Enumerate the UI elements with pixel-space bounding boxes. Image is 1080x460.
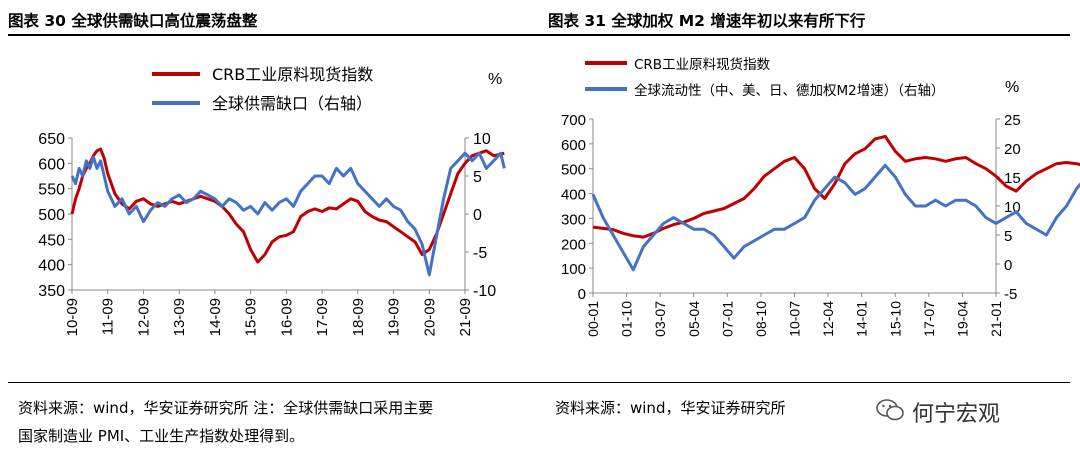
left-tick-label: 600 [561, 137, 586, 154]
x-tick-label: 21-09 [457, 298, 474, 336]
right-tick-label: -5 [1004, 286, 1017, 303]
red-series-line-0 [70, 147, 505, 264]
x-tick-label: 16-09 [278, 298, 295, 336]
left-tick-label: 400 [561, 187, 586, 204]
right-tick-label: 5 [1004, 228, 1012, 245]
x-tick-label: 14-01 [854, 301, 870, 337]
blue-series-line-0 [70, 151, 506, 277]
x-tick-label: 12-09 [135, 298, 152, 336]
x-tick-label: 08-10 [753, 301, 769, 337]
left-tick-label: 500 [38, 207, 65, 224]
legend-label: CRB工业原料现货指数 [634, 56, 771, 73]
right-tick-label: 5 [473, 169, 482, 186]
right-tick-label: -10 [473, 283, 496, 300]
x-tick-label: 21-01 [988, 301, 1004, 337]
left-tick-label: 650 [38, 131, 65, 148]
right-chart-title: 图表 31 全球加权 M2 增速年初以来有所下行 [548, 12, 866, 30]
top-rule [8, 34, 1070, 36]
x-tick-label: 15-09 [243, 298, 260, 336]
x-tick-label: 11-09 [100, 298, 117, 335]
right-tick-label: -5 [473, 245, 487, 262]
red-series-line-1 [592, 134, 1080, 239]
legend-label: CRB工业原料现货指数 [212, 65, 373, 84]
x-tick-label: 19-09 [386, 298, 403, 336]
right-tick-label: 0 [1004, 257, 1012, 274]
left-tick-label: 700 [561, 112, 586, 129]
right-tick-label: 20 [1004, 141, 1021, 158]
x-tick-label: 17-07 [921, 301, 937, 337]
left-tick-label: 100 [561, 261, 586, 278]
x-tick-label: 03-07 [652, 301, 668, 337]
x-tick-label: 10-09 [64, 298, 81, 336]
wechat-icon [876, 399, 904, 421]
x-tick-label: 01-10 [619, 301, 635, 337]
legend-label: 全球供需缺口（右轴） [212, 94, 372, 113]
x-tick-label: 20-09 [421, 298, 438, 336]
left-tick-label: 0 [578, 286, 586, 303]
x-tick-label: 13-09 [171, 298, 188, 336]
bottom-rule [8, 382, 1070, 383]
right-source-note: 资料来源：wind，华安证券研究所 [555, 399, 786, 417]
x-tick-label: 18-09 [350, 298, 367, 336]
x-tick-label: 19-04 [954, 301, 970, 337]
left-tick-label: 400 [38, 258, 65, 275]
left-tick-label: 600 [38, 156, 65, 173]
x-tick-label: 00-01 [585, 301, 601, 337]
x-tick-label: 14-09 [207, 298, 224, 336]
x-tick-label: 07-01 [719, 301, 735, 337]
right-tick-label: 0 [473, 207, 482, 224]
right-tick-label: 15 [1004, 170, 1021, 187]
watermark-text: 何宁宏观 [912, 402, 1001, 427]
left-tick-label: 300 [561, 211, 586, 228]
x-tick-label: 05-04 [686, 301, 702, 337]
x-tick-label: 17-09 [314, 298, 331, 336]
right-axis-unit: % [488, 71, 502, 88]
right-tick-label: 10 [473, 131, 491, 148]
left-source-note-2: 国家制造业 PMI、工业生产指数处理得到。 [18, 427, 305, 445]
x-tick-label: 12-04 [820, 301, 836, 337]
left-tick-label: 200 [561, 236, 586, 253]
left-tick-label: 500 [561, 162, 586, 179]
blue-series-line-1 [591, 163, 1080, 272]
right-axis-unit: % [1005, 79, 1019, 96]
left-tick-label: 450 [38, 232, 65, 249]
left-tick-label: 550 [38, 182, 65, 199]
legend-label: 全球流动性（中、美、日、德加权M2增速）（右轴） [634, 82, 945, 99]
right-tick-label: 25 [1004, 112, 1021, 129]
left-source-note: 资料来源：wind，华安证券研究所 注：全球供需缺口采用主要 [18, 399, 434, 417]
x-tick-label: 15-10 [887, 301, 903, 337]
left-chart-title: 图表 30 全球供需缺口高位震荡盘整 [8, 12, 258, 30]
left-tick-label: 350 [38, 283, 65, 300]
x-tick-label: 10-07 [787, 301, 803, 337]
